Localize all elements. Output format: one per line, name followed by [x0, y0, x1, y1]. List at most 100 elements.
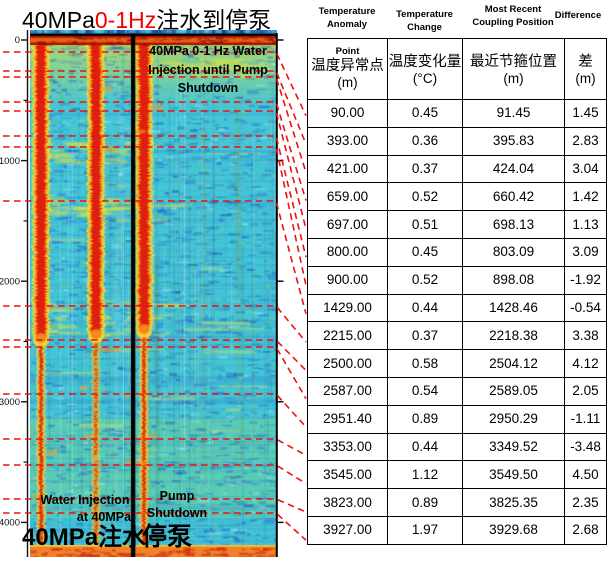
cell-coupling: 2218.38 [462, 321, 565, 351]
table-row: 2587.00 0.54 2589.05 2.05 [307, 376, 607, 406]
cell-coupling: 898.08 [462, 265, 565, 295]
table-header-row: Point 温度异常点 (m) 温度变化量 (°C) 最近节箍位置 (m) 差 [307, 38, 607, 100]
table-row: 659.00 0.52 660.42 1.42 [307, 182, 607, 212]
axis-tick-label: 0 [15, 35, 20, 46]
col2-en-line1: Temperature [396, 9, 453, 20]
cell-dT: 1.12 [387, 460, 463, 490]
cell-depth: 1429.00 [307, 293, 388, 323]
cell-diff: 2.05 [564, 376, 607, 406]
cell-coupling: 2504.12 [462, 349, 565, 378]
annotation-pump-shutdown-line1: Pump [159, 489, 195, 503]
cell-diff: 1.45 [564, 99, 607, 128]
header-difference-unit: (m) [575, 70, 596, 86]
cell-coupling: 3349.52 [462, 432, 565, 462]
cell-dT: 0.51 [387, 210, 463, 239]
waterfall-heatmap [30, 30, 277, 557]
cell-diff: -1.11 [564, 404, 607, 434]
cell-depth: 697.00 [307, 210, 388, 239]
cell-coupling: 698.13 [462, 210, 565, 239]
cell-coupling: 2589.05 [462, 376, 565, 406]
table-row: 90.00 0.45 91.45 1.45 [307, 99, 607, 128]
table-row: 3545.00 1.12 3549.50 4.50 [307, 460, 607, 490]
col1-en-line1: Temperature [318, 6, 376, 17]
title-part-accent: 0-1Hz [94, 7, 157, 33]
header-difference: 差 (m) [564, 38, 607, 100]
cell-diff: 3.04 [564, 154, 607, 184]
header-difference-cn: 差 [578, 53, 593, 70]
cell-depth: 659.00 [307, 182, 388, 212]
cell-coupling: 3825.35 [462, 488, 565, 517]
table-row: 393.00 0.36 395.83 2.83 [307, 126, 607, 156]
cell-diff: 1.13 [564, 210, 607, 239]
cell-dT: 0.44 [387, 293, 463, 323]
anomaly-table: Temperature Anomaly Temperature Change M… [307, 0, 609, 561]
cell-diff: -0.54 [564, 293, 607, 323]
cell-diff: 2.83 [564, 126, 607, 156]
header-temp-change-unit: (°C) [412, 70, 438, 86]
table-row: 2215.00 0.37 2218.38 3.38 [307, 321, 607, 351]
header-anomaly-point: Point 温度异常点 (m) [307, 38, 388, 100]
table-row: 800.00 0.45 803.09 3.09 [307, 237, 607, 267]
cell-diff: 4.50 [564, 460, 607, 490]
axis-tick-label: 4000 [0, 518, 20, 529]
header-anomaly-cn: 温度异常点 [311, 57, 384, 74]
cell-dT: 0.89 [387, 488, 463, 517]
annotation-pump-shutdown-line2: Shutdown [146, 506, 208, 520]
cell-dT: 0.45 [387, 99, 463, 128]
cell-coupling: 2950.29 [462, 404, 565, 434]
cell-diff: 4.12 [564, 349, 607, 378]
annotation-injection-cjk: 40MPa注水 [22, 524, 147, 551]
cell-coupling: 3549.50 [462, 460, 565, 490]
annotation-top: 40MPa 0-1 Hz Water Injection until Pump … [133, 42, 283, 98]
cell-coupling: 803.09 [462, 237, 565, 267]
table-row: 900.00 0.52 898.08 -1.92 [307, 265, 607, 295]
header-coupling-cn: 最近节箍位置 [470, 53, 557, 70]
col2-en-line2: Change [407, 22, 442, 33]
cell-depth: 393.00 [307, 126, 388, 156]
table-row: 2951.40 0.89 2950.29 -1.11 [307, 404, 607, 434]
header-anomaly-unit: (m) [337, 74, 358, 90]
cell-dT: 1.97 [387, 515, 463, 545]
cell-coupling: 1428.46 [462, 293, 565, 323]
header-temp-change-cn: 温度变化量 [388, 53, 462, 70]
cell-dT: 0.37 [387, 321, 463, 351]
header-coupling-unit: (m) [503, 70, 524, 86]
title-part-3: 注水到停泵 [156, 7, 272, 33]
cell-coupling: 91.45 [462, 99, 565, 128]
cell-dT: 0.37 [387, 154, 463, 184]
annotation-top-line1: 40MPa 0-1 Hz Water [149, 44, 267, 58]
cell-diff: 2.68 [564, 515, 607, 545]
table-row: 421.00 0.37 424.04 3.04 [307, 154, 607, 184]
cell-dT: 0.52 [387, 265, 463, 295]
header-coupling: 最近节箍位置 (m) [462, 38, 565, 100]
annotation-top-line3: Shutdown [177, 81, 239, 95]
cell-coupling: 424.04 [462, 154, 565, 184]
table-row: 3823.00 0.89 3825.35 2.35 [307, 488, 607, 517]
table-row: 3927.00 1.97 3929.68 2.68 [307, 515, 607, 545]
annotation-water-injection-line1: Water Injection [40, 493, 130, 507]
cell-dT: 0.52 [387, 182, 463, 212]
header-temp-change: 温度变化量 (°C) [387, 38, 463, 100]
cell-depth: 2587.00 [307, 376, 388, 406]
cell-dT: 0.44 [387, 432, 463, 462]
cell-depth: 2500.00 [307, 349, 388, 378]
table-row: 2500.00 0.58 2504.12 4.12 [307, 349, 607, 378]
cell-diff: 1.42 [564, 182, 607, 212]
axis-tick-label: 2000 [0, 276, 20, 287]
col4-en-line1: Difference [554, 10, 602, 21]
table-row: 3353.00 0.44 3349.52 -3.48 [307, 432, 607, 462]
col3-en-line2: Coupling Position [472, 17, 554, 28]
cell-depth: 3823.00 [307, 488, 388, 517]
header-point-sub: Point [335, 45, 360, 57]
cell-diff: -1.92 [564, 265, 607, 295]
col1-en-line2: Anomaly [326, 19, 368, 30]
cell-diff: 3.09 [564, 237, 607, 267]
cell-depth: 90.00 [307, 99, 388, 128]
cell-dT: 0.36 [387, 126, 463, 156]
annotation-top-line2: Injection until Pump [148, 62, 268, 77]
axis-tick-label: 1000 [0, 156, 20, 167]
table-row: 1429.00 0.44 1428.46 -0.54 [307, 293, 607, 323]
cell-depth: 3353.00 [307, 432, 388, 462]
cell-depth: 3545.00 [307, 460, 388, 490]
